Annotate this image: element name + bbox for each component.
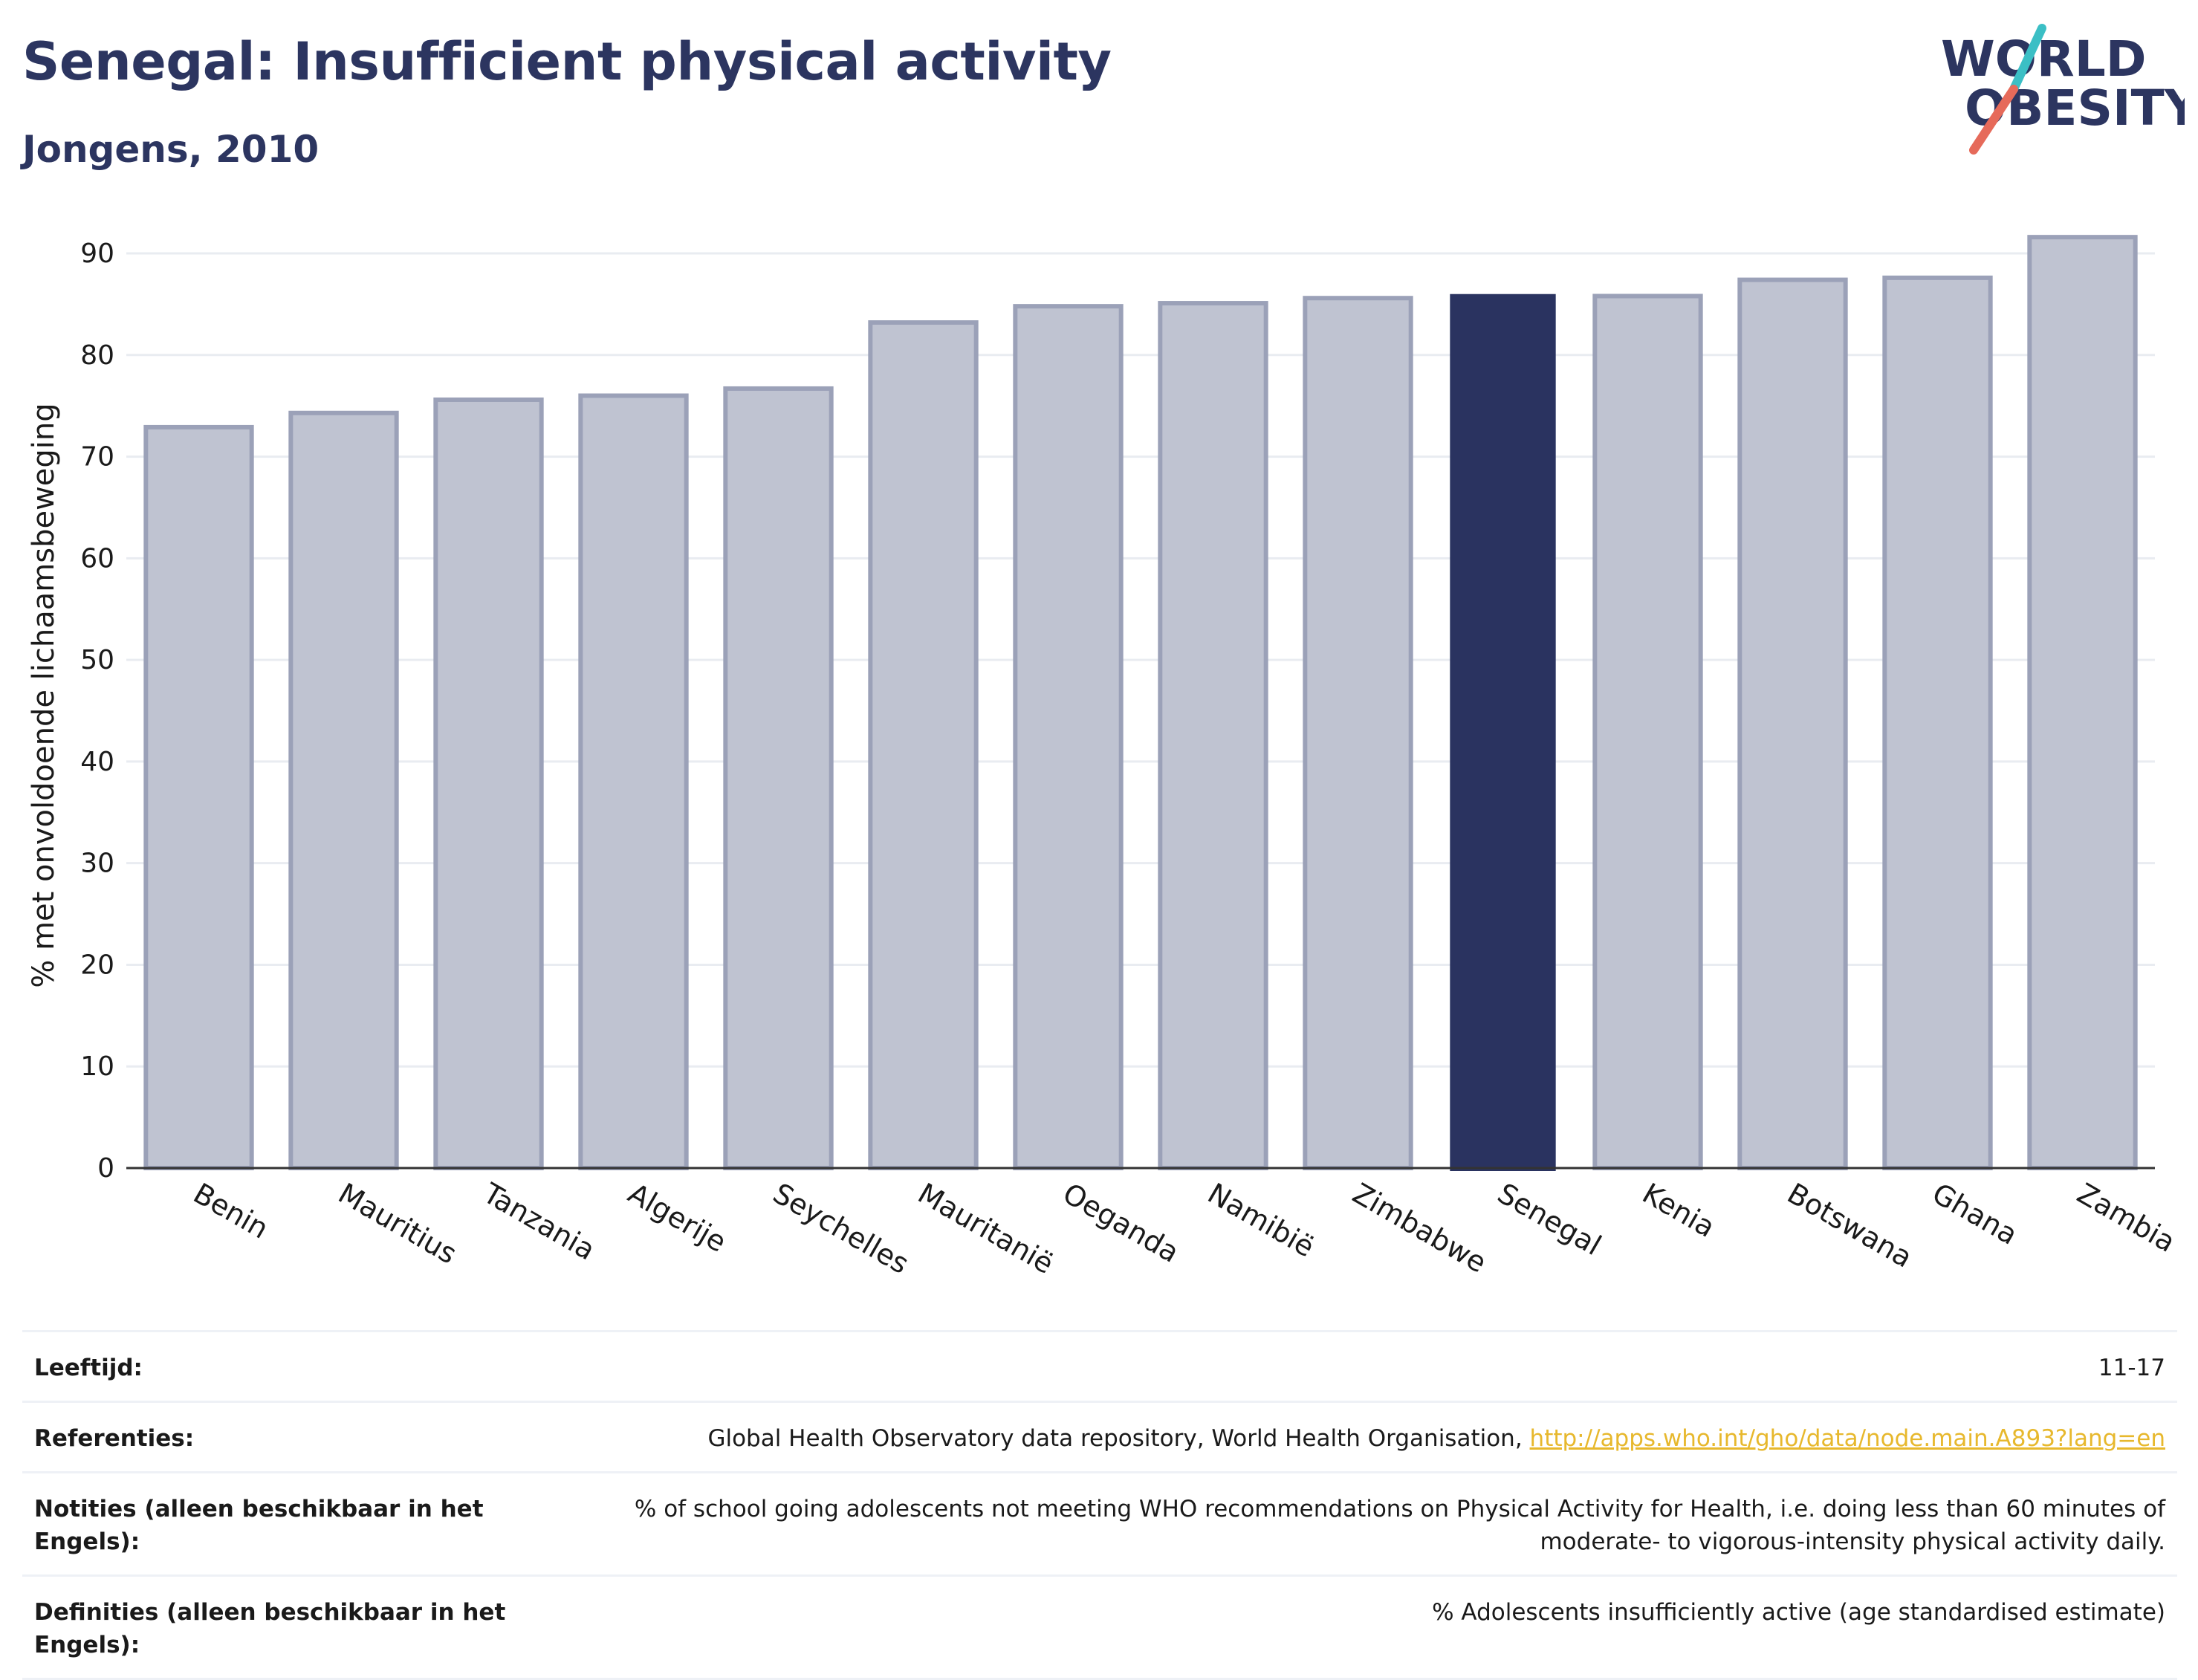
footer-row-definitions: Definities (alleen beschikbaar in het En… — [22, 1574, 2177, 1680]
bar-oeganda — [1013, 304, 1124, 1171]
notes-value: % of school going adolescents not meetin… — [634, 1496, 2165, 1555]
bar-chart: 0 10 20 30 40 50 60 70 80 90 % met onvoldoende lic… — [27, 235, 2181, 1280]
world-obesity-logo: WORLD OBESITY — [1941, 24, 2185, 155]
y-tick-label: 50 — [80, 645, 114, 675]
bar-mauritanië — [868, 320, 979, 1170]
y-axis-label: % met onvoldoende lichaamsbeweging — [27, 403, 61, 987]
logo-line-1: WORLD — [1941, 30, 2147, 88]
age-label: Leeftijd: — [34, 1355, 143, 1381]
y-tick-label: 70 — [80, 442, 114, 473]
age-value: 11-17 — [2098, 1355, 2165, 1381]
bar-tanzania — [433, 397, 544, 1171]
bar-seychelles — [723, 386, 834, 1171]
bar-namibië — [1158, 301, 1268, 1170]
footer-row-age: Leeftijd: 11-17 — [22, 1330, 2177, 1401]
chart-footer: Leeftijd: 11-17 Referenties: Global Heal… — [22, 1330, 2177, 1680]
x-tick-label: Botswana — [1782, 1177, 1918, 1274]
x-tick-label: Namibië — [1202, 1177, 1320, 1264]
x-tick-label: Tanzania — [477, 1176, 600, 1266]
chart-title: Senegal: Insufficient physical activity — [22, 31, 1112, 92]
bar-zimbabwe — [1303, 296, 1413, 1170]
x-tick-label: Zambia — [2072, 1177, 2181, 1259]
bar-algerije — [578, 393, 689, 1170]
bar-ghana — [1882, 275, 1993, 1171]
x-tick-label: Mauritius — [333, 1177, 462, 1271]
bar-benin — [143, 424, 254, 1170]
definitions-label: Definities (alleen beschikbaar in het En… — [34, 1599, 506, 1658]
y-tick-label: 80 — [80, 340, 114, 371]
x-tick-label: Algerije — [623, 1177, 732, 1259]
x-tick-label: Ghana — [1927, 1177, 2023, 1251]
y-tick-label: 30 — [80, 849, 114, 879]
x-tick-label: Benin — [188, 1177, 274, 1245]
bar-senegal — [1450, 293, 1556, 1171]
x-tick-label: Senegal — [1492, 1177, 1607, 1262]
x-tick-label: Seychelles — [768, 1177, 914, 1280]
y-tick-label: 40 — [80, 747, 114, 777]
logo-slash-teal — [2009, 24, 2046, 94]
y-tick-label: 60 — [80, 543, 114, 574]
footer-row-references: Referenties: Global Health Observatory d… — [22, 1401, 2177, 1471]
references-value: Global Health Observatory data repositor… — [510, 1422, 2165, 1455]
bar-mauritius — [288, 410, 399, 1170]
x-tick-label: Zimbabwe — [1347, 1177, 1492, 1280]
bar-zambia — [2027, 235, 2138, 1170]
x-tick-label: Kenia — [1637, 1177, 1720, 1244]
bar-kenia — [1592, 293, 1703, 1170]
x-tick-label: Oeganda — [1057, 1177, 1184, 1269]
references-label: Referenties: — [34, 1425, 195, 1452]
references-text: Global Health Observatory data repositor… — [707, 1425, 1530, 1452]
y-tick-label: 10 — [80, 1051, 114, 1082]
footer-row-notes: Notities (alleen beschikbaar in het Enge… — [22, 1471, 2177, 1574]
chart-subtitle: Jongens, 2010 — [22, 128, 320, 171]
definitions-value: % Adolescents insufficiently active (age… — [1432, 1599, 2165, 1626]
x-tick-label: Mauritanië — [912, 1177, 1059, 1280]
y-tick-label: 20 — [80, 950, 114, 980]
references-link[interactable]: http://apps.who.int/gho/data/node.main.A… — [1529, 1425, 2165, 1452]
bar-botswana — [1737, 277, 1848, 1171]
logo-slash-coral — [1969, 85, 2018, 155]
notes-label: Notities (alleen beschikbaar in het Enge… — [34, 1496, 484, 1555]
y-tick-label: 90 — [80, 239, 114, 269]
y-tick-label: 0 — [97, 1153, 114, 1184]
